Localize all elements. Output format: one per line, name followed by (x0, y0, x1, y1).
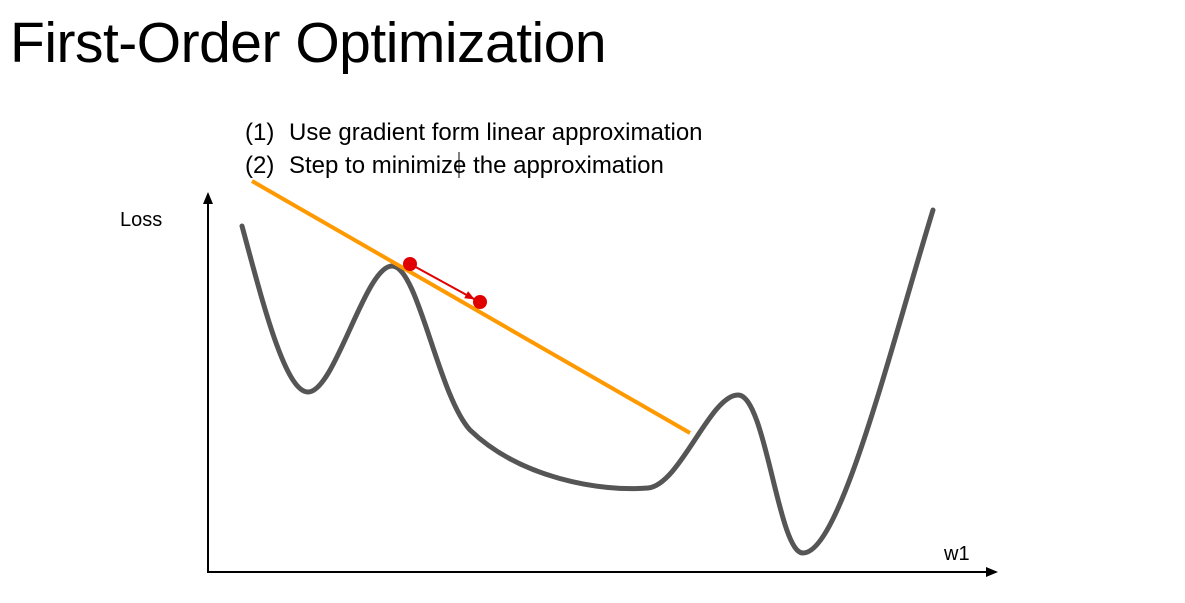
x-axis-label: w1 (943, 543, 970, 565)
steps-list: (1) Use gradient form linear approximatio… (245, 116, 703, 182)
step-arrow (411, 264, 475, 300)
loss-curve (239, 207, 936, 556)
tangent-line (251, 179, 691, 435)
step-number: (1) (245, 119, 275, 146)
start-point (403, 257, 417, 271)
step-text: Use gradient form linear approximation (289, 119, 703, 146)
y-axis-label: Loss (120, 209, 162, 231)
step-number: (2) (245, 152, 275, 179)
next-point (473, 295, 487, 309)
step-item: (1) Use gradient form linear approximatio… (245, 116, 703, 149)
step-item: (2) Step to minimize the approximation (245, 149, 703, 182)
step-text: Step to minimize the approximation (289, 152, 664, 179)
page-title: First-Order Optimization (10, 11, 607, 75)
